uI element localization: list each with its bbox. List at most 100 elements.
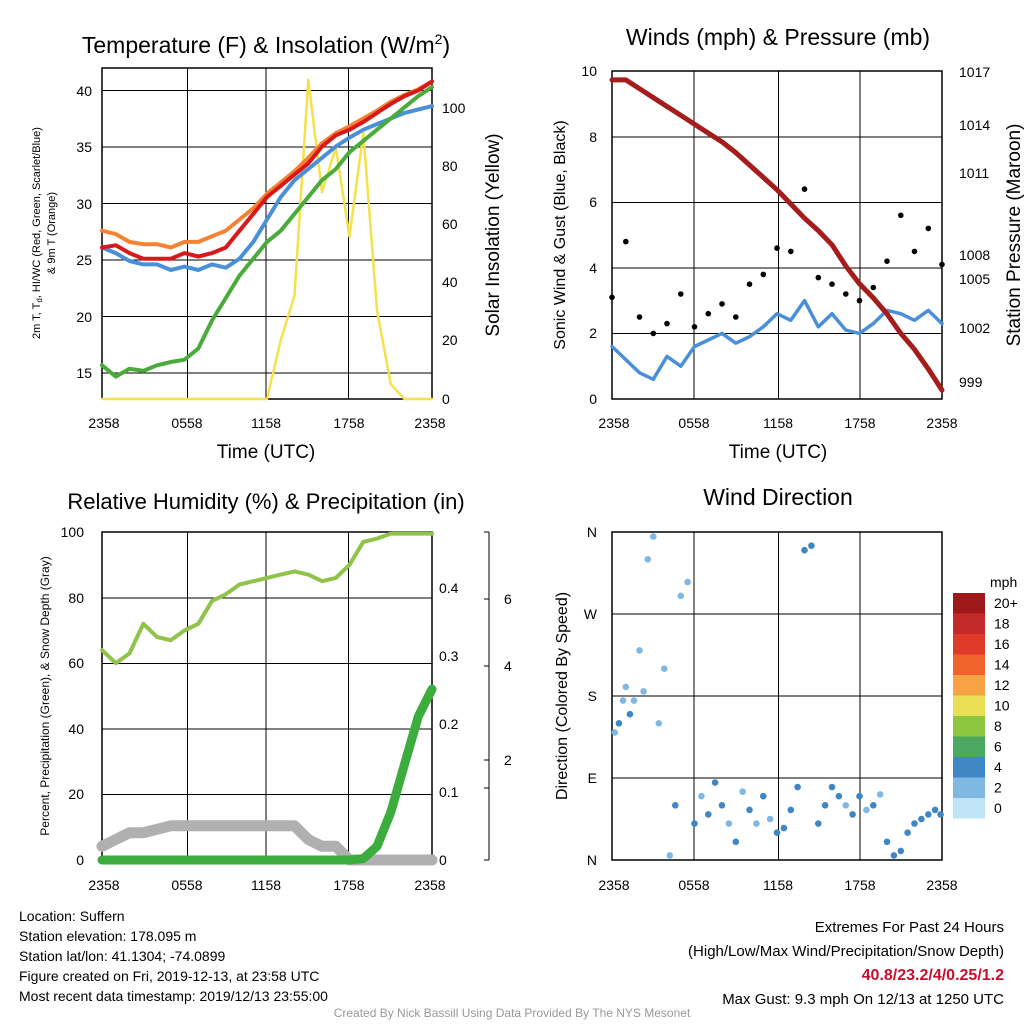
precip-tick: 0.1 — [439, 784, 459, 800]
winds-x-ticks: 2358 0558 1158 1758 2358 — [598, 415, 957, 431]
temp-x-tick: 2358 — [88, 415, 119, 431]
rh-y-tick: 80 — [68, 590, 84, 606]
insolation-line — [100, 78, 434, 401]
direction-point — [911, 820, 918, 827]
gust-point — [623, 238, 629, 245]
max-gust-text: Max Gust: 9.3 mph On 12/13 at 1250 UTC — [722, 991, 1004, 1008]
gust-point — [691, 324, 698, 330]
gust-point — [705, 310, 712, 317]
direction-point — [753, 820, 760, 827]
direction-panel: Wind Direction N W S E N 2358 0558 1158 … — [554, 484, 1018, 893]
direction-point — [691, 820, 698, 827]
recent-text: Most recent data timestamp: 2019/12/13 2… — [19, 988, 328, 1004]
latlon-text: Station lat/lon: 41.1304; -74.0899 — [19, 948, 226, 964]
winds-grid — [611, 70, 943, 400]
elevation-text: Station elevation: 178.095 m — [19, 928, 197, 944]
dir-y-tick: E — [588, 770, 597, 786]
temperature-right-ticks: 100 80 60 40 20 0 — [442, 100, 466, 407]
direction-point — [773, 829, 781, 836]
dir-y-tick: N — [587, 852, 597, 868]
legend-swatch — [953, 757, 985, 778]
speed-legend: mph 20+ 18 16 14 12 10 8 6 4 2 0 — [953, 574, 1018, 819]
gust-point — [815, 274, 822, 281]
gust-point — [829, 281, 835, 288]
legend-swatch — [953, 634, 985, 655]
legend-swatch — [953, 736, 985, 757]
direction-point — [842, 802, 850, 809]
temperature-ylabel-line2: & 9m T (Orange) — [46, 192, 58, 274]
humidity-x-ticks: 2358 0558 1158 1758 2358 — [88, 877, 445, 893]
direction-point — [622, 683, 630, 691]
direction-point — [808, 542, 815, 549]
snow-tick: 2 — [504, 752, 512, 768]
legend-swatch — [953, 716, 985, 737]
legend-swatch — [953, 798, 985, 819]
direction-point — [870, 802, 877, 809]
direction-point — [725, 820, 733, 827]
rh-x-tick: 1158 — [251, 877, 281, 893]
direction-point — [705, 811, 712, 818]
gust-point — [650, 330, 657, 337]
direction-point — [815, 820, 822, 827]
direction-point — [739, 788, 746, 795]
temperature-series — [100, 78, 434, 401]
extremes-box: Extremes For Past 24 Hours (High/Low/Max… — [688, 916, 1004, 1012]
direction-point — [677, 592, 685, 600]
pressure-tick: 1011 — [959, 165, 989, 181]
wind-y-tick: 10 — [581, 63, 597, 79]
pressure-ylabel: Station Pressure (Maroon) — [1004, 124, 1024, 347]
temperature-xlabel: Time (UTC) — [217, 442, 316, 463]
legend-label: 20+ — [994, 595, 1018, 611]
winds-title: Winds (mph) & Pressure (mb) — [626, 24, 930, 50]
temperature-y-ticks: 40 35 30 25 20 15 — [76, 83, 92, 381]
gust-point — [719, 301, 725, 307]
precip-tick: 0.2 — [439, 716, 459, 732]
rh-x-tick: 2358 — [88, 877, 119, 893]
insolation-tick: 60 — [442, 216, 458, 232]
dir-x-tick: 1158 — [763, 877, 793, 893]
snow-ticks: 6 4 2 — [504, 591, 512, 768]
gust-point — [870, 284, 877, 291]
insolation-tick: 100 — [442, 100, 466, 116]
direction-point — [698, 792, 705, 800]
direction-point — [937, 811, 944, 818]
temp-x-tick: 0558 — [171, 415, 202, 431]
temp-y-tick: 25 — [76, 252, 92, 268]
direction-point — [876, 791, 884, 798]
direction-point — [931, 806, 939, 814]
direction-grid — [611, 531, 943, 861]
gust-point — [843, 291, 849, 297]
direction-point — [711, 779, 719, 786]
direction-point — [890, 852, 898, 859]
legend-swatch — [953, 695, 985, 716]
pressure-tick: 1002 — [959, 320, 990, 336]
direction-title: Wind Direction — [703, 484, 853, 510]
dewpoint-line — [100, 85, 434, 379]
gust-point — [911, 248, 918, 255]
temp-y-tick: 35 — [76, 139, 92, 155]
temp-x-tick: 1158 — [251, 415, 281, 431]
extremes-values: 40.8/23.2/4/0.25/1.2 — [861, 967, 1004, 984]
temp-x-tick: 1758 — [333, 415, 364, 431]
insolation-ylabel: Solar Insolation (Yellow) — [483, 133, 504, 336]
wind-x-tick: 1158 — [763, 415, 793, 431]
direction-point — [650, 533, 657, 540]
temp-x-tick: 2358 — [414, 415, 445, 431]
temp-2m-line — [100, 79, 434, 261]
gust-point — [774, 245, 780, 251]
direction-point — [849, 811, 856, 818]
dir-x-tick: 2358 — [926, 877, 957, 893]
humidity-title: Relative Humidity (%) & Precipitation (i… — [67, 489, 464, 514]
station-info: Location: Suffern Station elevation: 178… — [19, 906, 328, 1006]
wind-x-tick: 2358 — [926, 415, 957, 431]
temperature-x-ticks: 2358 0558 1158 1758 2358 — [88, 415, 445, 431]
direction-series — [611, 533, 944, 859]
temp-y-tick: 15 — [76, 365, 92, 381]
legend-label: 0 — [994, 800, 1002, 816]
pressure-ticks: 1017 1014 1011 1008 1005 1002 999 — [959, 64, 990, 390]
legend-label: 4 — [994, 759, 1002, 775]
precip-ticks: 0.4 0.3 0.2 0.1 0 — [439, 580, 459, 868]
credit-text: Created By Nick Bassill Using Data Provi… — [333, 1006, 691, 1020]
direction-point — [732, 838, 740, 846]
